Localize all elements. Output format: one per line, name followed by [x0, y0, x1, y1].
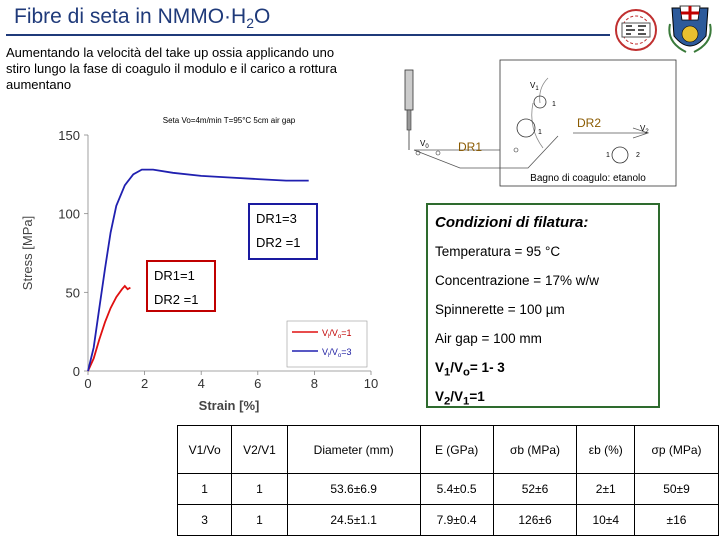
y-tick-label: 100: [58, 207, 80, 222]
legend-label-blue: Vl/Vo=3: [322, 347, 351, 359]
series-line-v1-vo-3: [87, 168, 309, 372]
roller-2-icon: [611, 146, 629, 164]
label-dr1: DR1: [458, 140, 482, 154]
draw-ratio-box-blue: DR1=3 DR2 =1: [248, 203, 318, 260]
header-strain-break: εb (%): [576, 425, 636, 474]
cell: 1: [176, 473, 233, 505]
mark-1a: 1: [538, 129, 542, 136]
results-table: V1/Vo V2/V1 Diameter (mm) E (GPa) σb (MP…: [176, 425, 719, 536]
condition-ratio-v1-v0: V1/Vo= 1- 3: [435, 360, 505, 379]
cell: 3: [176, 504, 233, 536]
syringe-icon: [404, 69, 414, 111]
condition-ratio-v2-v1: V2/V1=1: [435, 389, 485, 408]
cell: ±16: [634, 504, 719, 536]
fiber-path-upper: [531, 77, 549, 149]
x-tick-label: 4: [198, 376, 205, 391]
chart-series: [87, 168, 309, 372]
guide-0-icon: [415, 150, 421, 156]
header-stress-break: σb (MPa): [492, 425, 578, 474]
cell: 5.4±0.5: [419, 473, 494, 505]
x-tick-label: 2: [141, 376, 148, 391]
condition-spinneret: Spinnerette = 100 µm: [435, 302, 565, 317]
spinneret-icon: [406, 109, 412, 131]
title-rule: [6, 34, 610, 36]
cell: 2±1: [576, 473, 636, 505]
cell: 1: [231, 504, 288, 536]
cell: 10±4: [576, 504, 636, 536]
dr-blue-line1: DR1=3: [256, 211, 297, 226]
guide-2-icon: [513, 147, 519, 153]
dr-blue-line2: DR2 =1: [256, 235, 301, 250]
label-v2: V2: [640, 124, 649, 135]
mark-1b: 1: [552, 101, 556, 108]
x-tick-label: 8: [311, 376, 318, 391]
condition-temperature: Temperatura = 95 °C: [435, 244, 561, 259]
header-diameter: Diameter (mm): [286, 425, 421, 474]
mark-2: 2: [636, 152, 640, 159]
fiber-path: [413, 135, 559, 169]
mark-1c: 1: [606, 152, 610, 159]
dr-red-line2: DR2 =1: [154, 292, 199, 307]
condition-concentration: Concentrazione = 17% w/w: [435, 273, 599, 288]
dr-red-line1: DR1=1: [154, 268, 195, 283]
y-tick-label: 50: [66, 285, 80, 300]
header-v1-v0: V1/Vo: [176, 425, 233, 474]
label-v1: V1: [530, 81, 539, 92]
y-tick-label: 150: [58, 128, 80, 143]
cell: 7.9±0.4: [419, 504, 494, 536]
table-row: 3 1 24.5±1.1 7.9±0.4 126±6 10±4 ±16: [176, 504, 719, 536]
header-stress-peak: σp (MPa): [634, 425, 719, 474]
spinning-diagram: V0 V1 V2 DR1 DR2 1 1 1 2 Bagno di coagul…: [404, 59, 677, 187]
slide-title: Fibre di seta in NMMO·H2O: [14, 5, 271, 32]
bath-label: Bagno di coagulo: etanolo: [530, 173, 646, 184]
condition-air-gap: Air gap = 100 mm: [435, 331, 542, 346]
guide-1-icon: [435, 150, 441, 156]
spinning-conditions-box: Condizioni di filatura: Temperatura = 95…: [426, 203, 660, 408]
conditions-title: Condizioni di filatura:: [435, 214, 589, 231]
table-header-row: V1/Vo V2/V1 Diameter (mm) E (GPa) σb (MP…: [176, 425, 719, 474]
roller-1-icon: [516, 118, 536, 138]
cell: 126±6: [492, 504, 578, 536]
cell: 1: [231, 473, 288, 505]
header-v2-v1: V2/V1: [231, 425, 288, 474]
bath-frame: [499, 59, 677, 187]
chart-title: Seta Vo=4m/min T=95°C 5cm air gap: [163, 116, 296, 125]
cell: 24.5±1.1: [286, 504, 421, 536]
arrow-v2-icon: [573, 127, 650, 139]
x-axis-label: Strain [%]: [199, 398, 260, 413]
cell: 50±9: [634, 473, 719, 505]
label-dr2: DR2: [577, 116, 601, 130]
chart-legend: Vl/Vo=1 Vl/Vo=3: [286, 320, 368, 368]
dcci-logo: [615, 9, 657, 51]
x-tick-label: 10: [364, 376, 378, 391]
series-line-v1-vo-1: [87, 284, 131, 372]
cell: 52±6: [492, 473, 578, 505]
y-tick-label: 0: [73, 364, 80, 379]
label-v0: V0: [420, 139, 429, 150]
x-tick-label: 0: [84, 376, 91, 391]
roller-top-icon: [533, 95, 547, 109]
draw-ratio-box-red: DR1=1 DR2 =1: [146, 260, 216, 312]
intro-paragraph: Aumentando la velocità del take up ossia…: [6, 45, 337, 92]
cell: 53.6±6.9: [286, 473, 421, 505]
table-row: 1 1 53.6±6.9 5.4±0.5 52±6 2±1 50±9: [176, 473, 719, 505]
chart-axes: [87, 135, 371, 372]
legend-box: [286, 320, 368, 368]
legend-label-red: Vl/Vo=1: [322, 328, 351, 340]
crest-logo: [668, 5, 712, 53]
x-tick-label: 6: [254, 376, 261, 391]
header-modulus: E (GPa): [419, 425, 494, 474]
y-axis-label: Stress [MPa]: [20, 216, 35, 290]
